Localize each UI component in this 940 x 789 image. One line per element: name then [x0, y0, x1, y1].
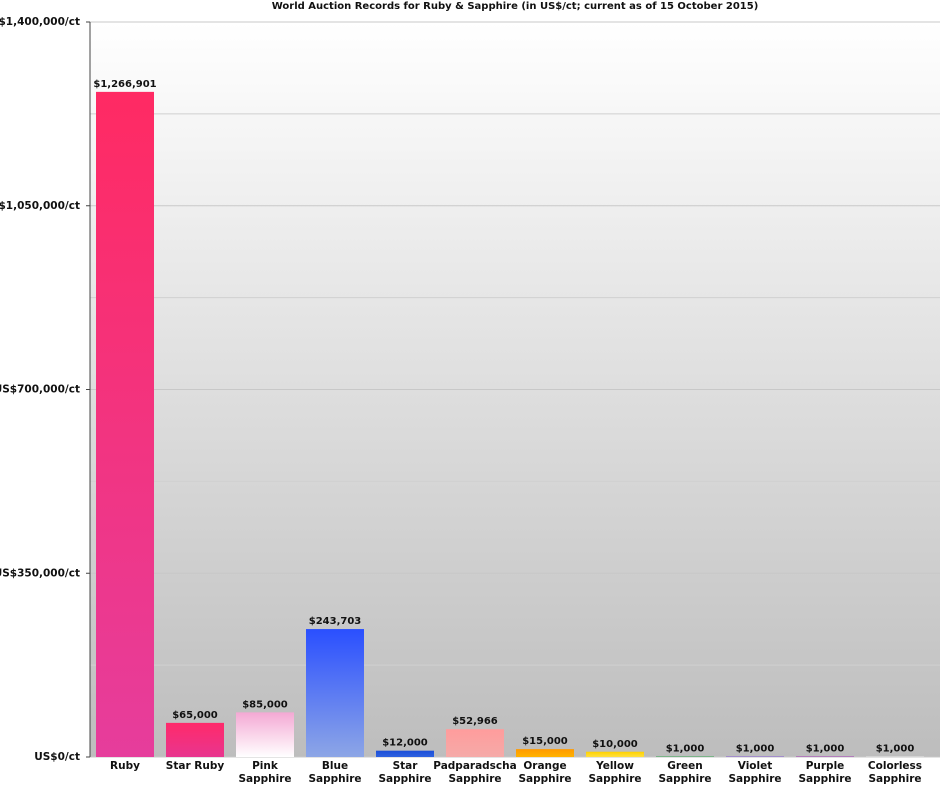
value-label: $65,000 — [172, 710, 218, 721]
bar — [726, 756, 784, 757]
bar — [376, 750, 434, 757]
bar — [166, 722, 224, 757]
x-tick-label: Padparadscha Sapphire — [433, 760, 517, 785]
value-label: $1,000 — [806, 743, 845, 754]
bar — [656, 756, 714, 757]
x-tick-label: Ruby — [110, 760, 140, 772]
y-tick-label: US$350,000/ct — [0, 567, 80, 579]
bar — [796, 756, 854, 757]
x-tick-label: Colorless Sapphire — [867, 760, 923, 785]
value-label: $1,000 — [736, 743, 775, 754]
x-tick-label: Green Sapphire — [658, 760, 712, 785]
value-label: $1,266,901 — [93, 79, 156, 90]
x-tick-label: Star Sapphire — [378, 760, 432, 785]
value-label: $10,000 — [592, 739, 638, 750]
chart-title: World Auction Records for Ruby & Sapphir… — [272, 1, 759, 12]
bar — [96, 91, 154, 758]
bar — [866, 756, 924, 757]
x-tick-label: Blue Sapphire — [308, 760, 362, 785]
y-tick-label: US$1,400,000/ct — [0, 16, 80, 28]
x-tick-label: Violet Sapphire — [728, 760, 782, 785]
y-tick-label: US$700,000/ct — [0, 384, 80, 396]
value-label: $52,966 — [452, 716, 498, 727]
value-label: $1,000 — [666, 743, 705, 754]
bar — [306, 629, 364, 757]
x-tick-label: Pink Sapphire — [238, 760, 292, 785]
value-label: $85,000 — [242, 699, 288, 710]
x-tick-label: Yellow Sapphire — [588, 760, 642, 785]
value-label: $15,000 — [522, 736, 568, 747]
bar — [586, 751, 644, 757]
y-tick-label: US$0/ct — [34, 751, 80, 763]
x-tick-label: Orange Sapphire — [518, 760, 572, 785]
value-label: $12,000 — [382, 738, 428, 749]
y-tick-label: US$1,050,000/ct — [0, 200, 80, 212]
x-tick-label: Purple Sapphire — [798, 760, 852, 785]
bar — [516, 749, 574, 757]
value-label: $243,703 — [309, 616, 362, 627]
value-label: $1,000 — [876, 743, 915, 754]
x-tick-label: Star Ruby — [165, 760, 225, 772]
bar — [236, 712, 294, 757]
bar — [446, 729, 504, 757]
